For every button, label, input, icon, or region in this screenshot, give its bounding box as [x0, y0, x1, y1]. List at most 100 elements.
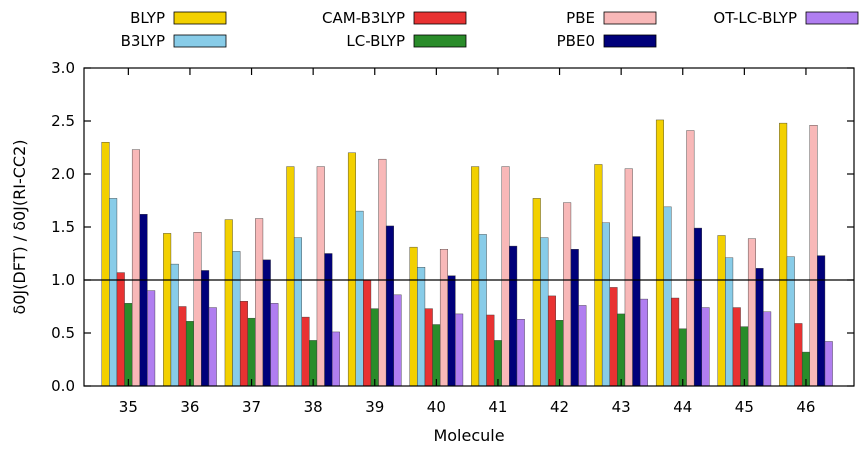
bar-pbe0-35: [139, 214, 148, 387]
bar-pbe-41: [501, 166, 510, 387]
x-tick-label: 41: [488, 398, 507, 416]
bars: [101, 119, 833, 387]
bar-pbe-44: [686, 130, 695, 387]
bar-pbe0-43: [632, 236, 641, 387]
legend-label-cam-b3lyp: CAM-B3LYP: [322, 9, 405, 27]
bar-blyp-41: [471, 166, 480, 387]
bar-pbe0-46: [817, 255, 826, 387]
bar-pbe-39: [378, 158, 387, 387]
y-tick-label: 0.0: [51, 377, 75, 395]
bar-b3lyp-36: [170, 263, 179, 387]
bar-b3lyp-44: [663, 206, 672, 387]
bar-cam-b3lyp-35: [116, 272, 125, 387]
bar-b3lyp-38: [293, 237, 302, 387]
x-tick-label: 38: [304, 398, 323, 416]
bar-pbe0-42: [570, 249, 579, 387]
x-tick-label: 35: [119, 398, 138, 416]
bar-blyp-46: [779, 122, 788, 387]
bar-blyp-39: [347, 152, 356, 387]
bar-blyp-38: [286, 166, 295, 387]
legend-swatch-ot-lc-blyp: [805, 11, 859, 25]
bar-lc-blyp-45: [740, 326, 749, 387]
bar-b3lyp-40: [417, 267, 426, 387]
bar-b3lyp-41: [478, 234, 487, 387]
x-tick-label: 44: [673, 398, 692, 416]
bar-b3lyp-46: [786, 256, 795, 387]
y-tick-label: 1.5: [51, 218, 75, 236]
x-tick-label: 45: [735, 398, 754, 416]
y-tick-label: 2.5: [51, 112, 75, 130]
bar-cam-b3lyp-45: [732, 307, 741, 387]
bar-b3lyp-37: [232, 251, 241, 387]
bar-lc-blyp-43: [617, 313, 626, 387]
legend-label-b3lyp: B3LYP: [121, 32, 165, 50]
bar-pbe-42: [563, 202, 572, 387]
bar-cam-b3lyp-38: [301, 316, 310, 387]
bar-blyp-44: [655, 119, 664, 387]
y-axis: 0.0 0.5 1.0 1.5 2.0 2.5 3.0: [51, 59, 854, 395]
bar-pbe-36: [193, 232, 202, 387]
bar-blyp-43: [594, 164, 603, 387]
y-tick-label: 3.0: [51, 59, 75, 77]
bar-pbe0-40: [447, 275, 456, 387]
bar-pbe0-44: [693, 227, 702, 387]
bar-cam-b3lyp-41: [486, 314, 495, 387]
bar-b3lyp-35: [109, 198, 118, 387]
legend-swatch-lc-blyp: [413, 34, 467, 48]
bar-cam-b3lyp-40: [424, 308, 433, 387]
legend-swatch-pbe: [603, 11, 657, 25]
bar-ot-lc-blyp-40: [455, 313, 464, 387]
x-tick-label: 40: [427, 398, 446, 416]
bar-lc-blyp-39: [370, 308, 379, 387]
bar-blyp-35: [101, 141, 110, 387]
bar-b3lyp-42: [540, 237, 549, 387]
bar-pbe-38: [316, 166, 325, 387]
legend-label-ot-lc-blyp: OT-LC-BLYP: [713, 9, 797, 27]
x-tick-label: 42: [550, 398, 569, 416]
x-axis-title: Molecule: [433, 426, 504, 445]
bar-ot-lc-blyp-35: [147, 290, 156, 387]
x-tick-label: 43: [612, 398, 631, 416]
bar-blyp-37: [224, 219, 233, 387]
legend-label-pbe: PBE: [566, 9, 595, 27]
bar-blyp-40: [409, 246, 418, 387]
bar-pbe-35: [131, 149, 140, 387]
bar-b3lyp-39: [355, 210, 364, 387]
x-tick-label: 46: [796, 398, 815, 416]
bar-pbe0-45: [755, 268, 764, 387]
bar-pbe0-37: [262, 259, 271, 387]
bar-cam-b3lyp-43: [609, 287, 618, 387]
y-tick-label: 0.5: [51, 324, 75, 342]
legend-label-pbe0: PBE0: [557, 32, 595, 50]
legend-swatch-blyp: [173, 11, 227, 25]
bar-cam-b3lyp-37: [239, 301, 248, 387]
bar-cam-b3lyp-39: [363, 279, 372, 387]
y-axis-title: δ0J(DFT) / δ0J(RI-CC2): [10, 139, 29, 314]
bar-cam-b3lyp-42: [547, 295, 556, 387]
bar-ot-lc-blyp-42: [578, 305, 587, 387]
bar-cam-b3lyp-46: [794, 323, 803, 387]
x-axis: 35 36 37 38 39 40 41 42 43 44 45 46: [119, 68, 815, 416]
bar-pbe0-41: [509, 245, 518, 387]
bar-b3lyp-43: [601, 222, 610, 387]
bar-ot-lc-blyp-36: [208, 307, 217, 387]
bar-pbe0-36: [201, 270, 210, 387]
bar-ot-lc-blyp-41: [516, 319, 525, 387]
bar-pbe-43: [624, 168, 633, 387]
bar-lc-blyp-37: [247, 317, 256, 387]
x-tick-label: 37: [242, 398, 261, 416]
bar-blyp-42: [532, 198, 541, 387]
bar-cam-b3lyp-44: [671, 297, 680, 387]
bar-ot-lc-blyp-43: [639, 298, 648, 387]
legend: BLYP B3LYP CAM-B3LYP LC-BLYP PBE PBE0 OT-LC-BL…: [121, 9, 859, 50]
y-tick-label: 2.0: [51, 165, 75, 183]
bar-pbe0-39: [385, 225, 394, 387]
x-tick-label: 39: [365, 398, 384, 416]
legend-swatch-pbe0: [603, 34, 657, 48]
bar-lc-blyp-42: [555, 320, 564, 387]
bar-b3lyp-45: [725, 257, 734, 387]
legend-label-lc-blyp: LC-BLYP: [346, 32, 405, 50]
bar-pbe-40: [439, 249, 448, 387]
bar-ot-lc-blyp-37: [270, 303, 279, 387]
legend-label-blyp: BLYP: [130, 9, 165, 27]
